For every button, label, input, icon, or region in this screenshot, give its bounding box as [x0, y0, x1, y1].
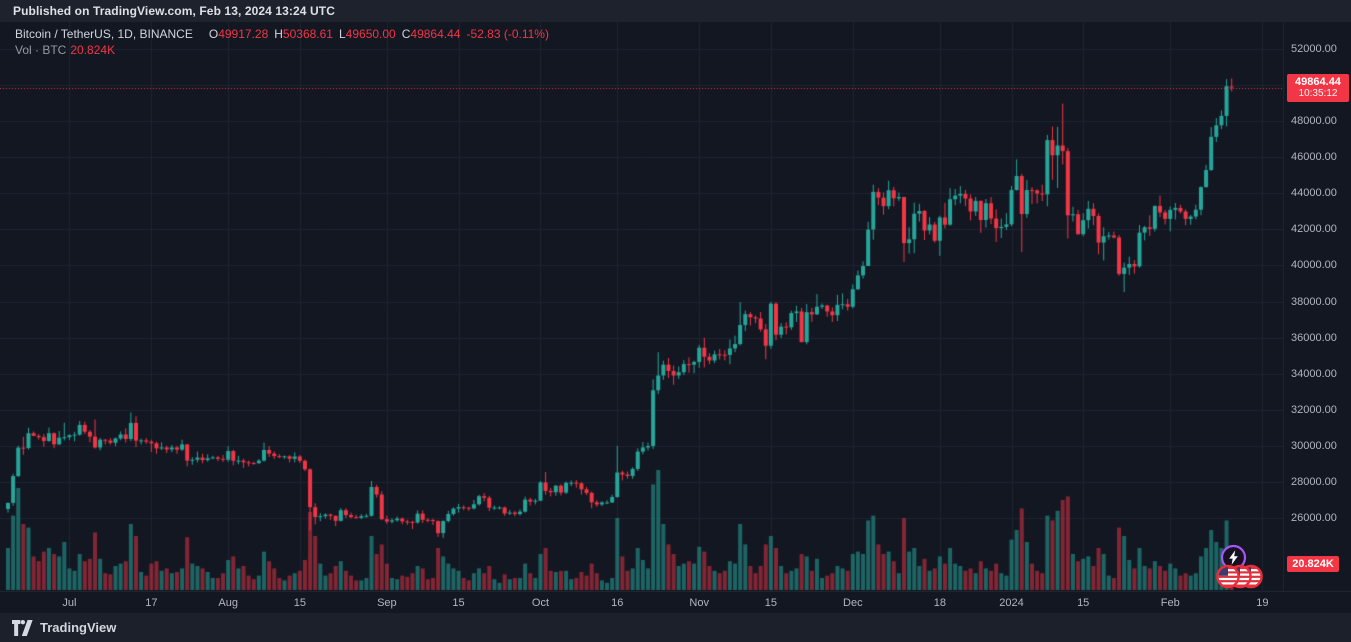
price-axis-label: 48000.00	[1291, 115, 1337, 128]
footer: TradingView	[0, 613, 1351, 642]
low-label: L	[338, 27, 346, 41]
price-axis-label: 26000.00	[1291, 511, 1337, 524]
price-axis-label: 52000.00	[1291, 43, 1337, 55]
last-price-value: 49864.44	[1295, 76, 1341, 88]
price-axis-label: 28000.00	[1291, 475, 1337, 488]
low-value: 49650.00	[345, 27, 396, 41]
time-axis-label: 15	[764, 597, 777, 609]
time-axis-label: 17	[145, 597, 158, 609]
time-axis-label: Feb	[1160, 597, 1180, 609]
close-label: C	[401, 27, 411, 41]
flag-coins-sticker[interactable]	[1215, 563, 1265, 595]
price-axis-label: 34000.00	[1291, 367, 1337, 380]
chart-pane: Bitcoin / TetherUS, 1D, BINANCE O49917.28…	[0, 22, 1351, 613]
open-value: 49917.28	[218, 27, 269, 41]
last-price-badge: 49864.44 10:35:12	[1287, 74, 1349, 102]
price-axis-label: 40000.00	[1291, 259, 1337, 272]
bar-countdown: 10:35:12	[1298, 88, 1338, 99]
volume-label: Vol · BTC	[15, 43, 67, 57]
price-axis-label: 42000.00	[1291, 223, 1337, 236]
footer-brand[interactable]: TradingView	[40, 620, 117, 635]
time-axis-label: Sep	[377, 597, 397, 609]
tradingview-logo-icon[interactable]	[12, 619, 33, 636]
close-value: 49864.44	[410, 27, 461, 41]
high-label: H	[274, 27, 283, 41]
time-axis-label: Aug	[218, 597, 238, 609]
volume-badge: 20.824K	[1287, 556, 1339, 572]
high-value: 50368.61	[282, 27, 333, 41]
price-axis-label: 36000.00	[1291, 331, 1337, 344]
price-axis: 49864.44 10:35:12 20.824K 52000.00 48000.…	[1283, 22, 1351, 591]
time-axis-label: Oct	[531, 597, 550, 609]
volume-value: 20.824K	[70, 43, 116, 57]
time-axis: Jul 17 Aug 15 Sep 15 Oct 16 Nov 15 Dec 18 2024 15 Feb 1…	[0, 591, 1351, 614]
symbol-title: Bitcoin / TetherUS, 1D, BINANCE	[15, 27, 193, 41]
time-axis-label: 18	[933, 597, 946, 609]
open-label: O	[208, 27, 219, 41]
time-axis-label: 16	[611, 597, 624, 609]
time-axis-label: Dec	[843, 597, 863, 609]
us-flag-coins-icon	[1215, 563, 1265, 590]
symbol-legend-row: Bitcoin / TetherUS, 1D, BINANCE O49917.28…	[15, 26, 549, 42]
price-axis-label: 44000.00	[1291, 187, 1337, 200]
time-axis-label: 15	[293, 597, 306, 609]
time-axis-label: 19	[1256, 597, 1269, 609]
published-text: Published on TradingView.com, Feb 13, 20…	[13, 4, 335, 18]
time-axis-label: 15	[452, 597, 465, 609]
change-value: -52.83 (-0.11%)	[466, 27, 549, 41]
price-axis-label: 30000.00	[1291, 439, 1337, 452]
legend: Bitcoin / TetherUS, 1D, BINANCE O49917.28…	[15, 26, 549, 58]
price-axis-label: 38000.00	[1291, 295, 1337, 308]
time-axis-label: Nov	[689, 597, 709, 609]
published-header: Published on TradingView.com, Feb 13, 20…	[0, 0, 1351, 22]
time-axis-label: 2024	[999, 597, 1024, 609]
price-axis-label: 32000.00	[1291, 403, 1337, 416]
candlestick-chart-canvas[interactable]	[0, 22, 1283, 591]
volume-legend-row: Vol · BTC 20.824K	[15, 42, 549, 58]
time-axis-label: 15	[1077, 597, 1090, 609]
time-axis-label: Jul	[62, 597, 77, 609]
price-axis-label: 46000.00	[1291, 151, 1337, 164]
